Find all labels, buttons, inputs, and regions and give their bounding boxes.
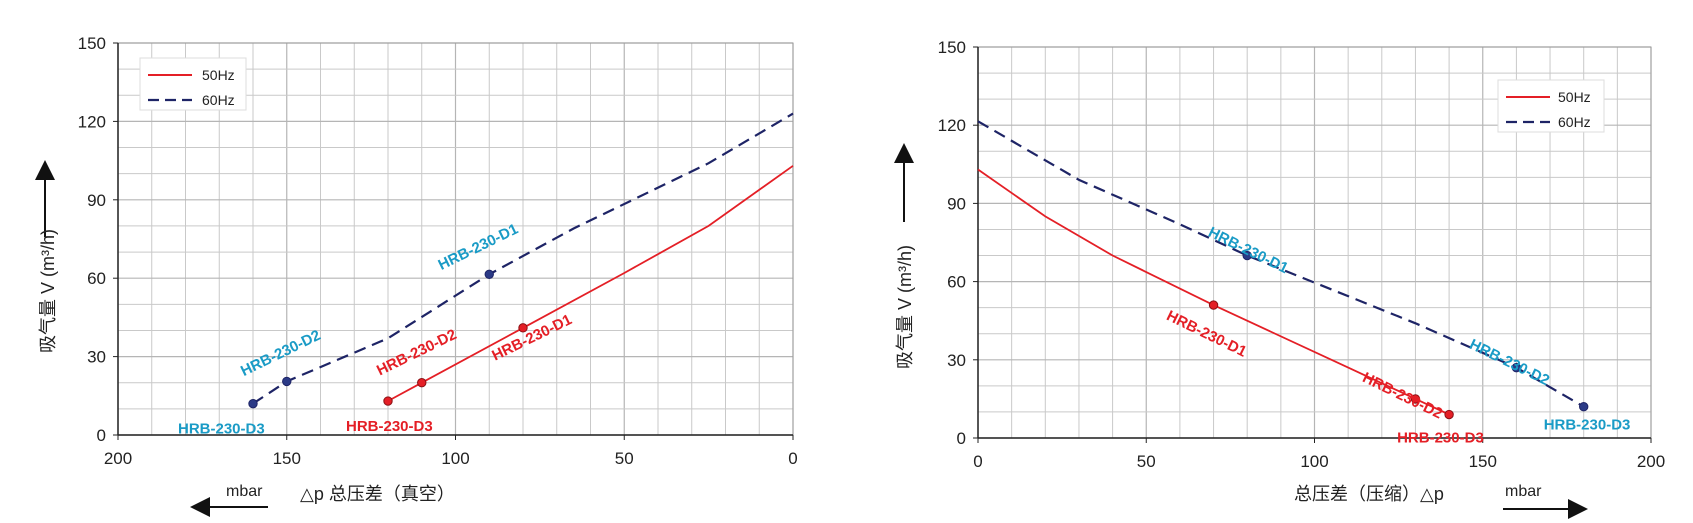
y-tick-label: 90 (947, 194, 966, 213)
vacuum-chart-x-ticks: 200 150 100 50 0 (104, 435, 798, 468)
model-point (383, 396, 393, 406)
model-point (518, 323, 528, 333)
model-point (484, 269, 494, 279)
compression-chart: 0 50 100 150 200 0 30 60 90 120 150 HRB-230-D1 HRB… (894, 38, 1665, 519)
vacuum-chart-points (248, 269, 528, 409)
model-point (1444, 409, 1454, 420)
model-point (1410, 394, 1421, 404)
x-tick-label: 100 (441, 449, 469, 468)
y-tick-label: 0 (97, 426, 106, 445)
model-label: HRB-230-D3 (346, 418, 433, 435)
legend-60hz-label: 60Hz (1558, 114, 1591, 130)
model-label: HRB-230-D3 (1397, 430, 1484, 447)
x-tick-label: 0 (788, 449, 797, 468)
model-label: HRB-230-D3 (1544, 417, 1631, 434)
vacuum-chart-legend: 50Hz 60Hz (139, 57, 247, 111)
compression-chart-points (1208, 250, 1589, 420)
model-point (1579, 402, 1589, 412)
compression-chart-x-ticks: 0 50 100 150 200 (973, 438, 1665, 471)
model-label: HRB-230-D2 (1360, 369, 1445, 422)
x-tick-label: 200 (104, 449, 132, 468)
y-tick-label: 120 (938, 116, 966, 135)
model-point (1208, 300, 1219, 310)
x-axis-label: △p 总压差（真空） (300, 484, 455, 504)
y-tick-label: 120 (78, 112, 106, 131)
legend-50hz-label: 50Hz (1558, 89, 1591, 105)
y-tick-label: 60 (947, 273, 966, 292)
x-tick-label: 50 (1137, 452, 1156, 471)
model-point (282, 376, 292, 387)
model-label: HRB-230-D2 (374, 326, 459, 379)
model-label: HRB-230-D1 (436, 221, 521, 274)
x-tick-label: 150 (273, 449, 301, 468)
x-tick-label: 0 (973, 452, 982, 471)
compression-chart-annotations: HRB-230-D1HRB-230-D2HRB-230-D3HRB-230-D1… (1164, 224, 1631, 447)
y-axis-label: 吸气量 V (m³/h) (38, 229, 58, 353)
legend-50hz-label: 50Hz (202, 67, 235, 83)
model-label: HRB-230-D3 (178, 421, 265, 438)
y-tick-label: 0 (957, 429, 966, 448)
y-tick-label: 30 (947, 351, 966, 370)
compression-chart-legend: 50Hz 60Hz (1497, 79, 1605, 133)
x-tick-label: 50 (615, 449, 634, 468)
x-tick-label: 200 (1637, 452, 1665, 471)
vacuum-chart-y-ticks: 0 30 60 90 120 150 (78, 34, 118, 445)
vacuum-chart-annotations: HRB-230-D3 HRB-230-D2 HRB-230-D1 HRB-230-D3… (178, 221, 575, 438)
y-tick-label: 60 (87, 269, 106, 288)
y-axis-label: 吸气量 V (m³/h) (895, 245, 915, 369)
x-unit-label: mbar (1505, 483, 1542, 500)
model-label: HRB-230-D2 (1467, 336, 1552, 389)
model-point (417, 378, 427, 388)
model-point (1511, 362, 1522, 373)
model-point (248, 398, 258, 409)
model-label: HRB-230-D1 (1205, 224, 1290, 277)
legend-60hz-label: 60Hz (202, 92, 235, 108)
y-tick-label: 30 (87, 348, 106, 367)
y-tick-label: 150 (938, 38, 966, 57)
series-line-50hz (387, 165, 794, 402)
y-tick-label: 150 (78, 34, 106, 53)
x-axis-label: 总压差（压缩）△p (1294, 484, 1444, 504)
x-tick-label: 100 (1300, 452, 1328, 471)
x-unit-label: mbar (226, 483, 263, 500)
y-tick-label: 90 (87, 191, 106, 210)
x-tick-label: 150 (1469, 452, 1497, 471)
model-point (1242, 250, 1252, 261)
compression-chart-y-ticks: 0 30 60 90 120 150 (938, 38, 978, 448)
